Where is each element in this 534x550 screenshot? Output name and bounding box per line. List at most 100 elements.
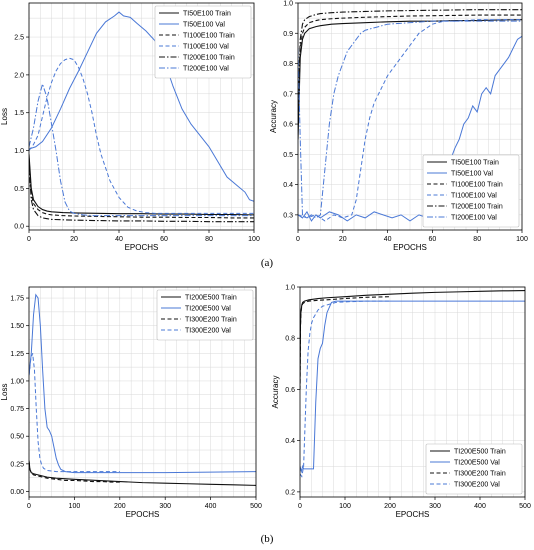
x-tick-label: 100 <box>516 236 528 243</box>
legend-entry-label: TI200E500 Val <box>185 306 231 313</box>
x-tick-label: 300 <box>159 503 171 510</box>
x-tick-label: 100 <box>339 503 351 510</box>
y-tick-label: 1.0 <box>14 148 24 155</box>
legend: TI50E100 Train TI50E100 Val TI100E100 Trai… <box>422 154 520 228</box>
caption-b: (b) <box>261 533 274 545</box>
legend-entry-label: TI200E500 Train <box>454 449 506 456</box>
series-line-ti100e100-val <box>29 57 254 214</box>
x-tick-label: 0 <box>298 503 302 510</box>
x-axis-label: EPOCHS <box>126 510 160 519</box>
legend-entry-label: TI300E200 Val <box>454 482 500 489</box>
legend-entry-label: TI200E100 Val <box>183 66 229 73</box>
y-axis-label: Loss <box>0 108 9 125</box>
y-tick-label: 0.5 <box>14 186 24 193</box>
legend-box <box>156 289 254 341</box>
series-line-ti200e100-val <box>29 82 254 217</box>
plot-frame <box>299 286 526 498</box>
series-line-ti300e200-val <box>300 300 390 478</box>
x-tick-label: 500 <box>250 503 262 510</box>
y-tick-label: 0.2 <box>285 489 295 496</box>
x-tick-label: 500 <box>519 503 531 510</box>
y-tick-label: 1.25 <box>10 351 24 358</box>
legend: TI200E500 Train TI200E500 Val TI300E200 Tr… <box>156 289 254 341</box>
x-tick-label: 40 <box>115 236 123 243</box>
x-tick-label: 20 <box>339 236 347 243</box>
series-line-ti300e200-train <box>300 296 391 390</box>
legend-entry-label: TI50E100 Val <box>451 171 493 178</box>
x-tick-label: 40 <box>384 236 392 243</box>
series-line-ti200e500-train <box>29 460 256 486</box>
series-line-ti200e100-train <box>29 165 254 223</box>
x-axis-label: EPOCHS <box>396 510 430 519</box>
legend-entry-label: TI200E500 Val <box>454 460 500 467</box>
y-axis-label: Accuracy <box>269 100 278 133</box>
series-line-ti100e100-train <box>298 14 522 125</box>
series-line-ti300e200-val <box>29 353 120 473</box>
legend: TI200E500 Train TI200E500 Val TI300E200 Tr… <box>425 443 523 495</box>
plot-frame <box>28 2 255 231</box>
x-tick-label: 0 <box>27 236 31 243</box>
legend-entry-label: TI50E100 Val <box>183 22 225 29</box>
y-tick-label: 0.4 <box>285 438 295 445</box>
y-tick-label: 1.0 <box>283 1 293 8</box>
plot-frame <box>28 286 257 498</box>
series-line-ti200e500-val <box>29 293 256 474</box>
legend-entry-label: TI200E100 Train <box>183 55 235 62</box>
y-tick-label: 0.25 <box>10 461 24 468</box>
chart-panel-top-right-accuracy: 0 20 40 60 80 100 0.3 0.4 0.5 0.6 0.7 0.8 0.9 1.0 EPOC… <box>269 1 528 253</box>
x-tick-label: 400 <box>474 503 486 510</box>
x-tick-label: 200 <box>384 503 396 510</box>
y-tick-label: 0.00 <box>10 489 24 496</box>
x-tick-label: 80 <box>473 236 481 243</box>
y-tick-label: 0.5 <box>283 152 293 159</box>
y-tick-label: 0.75 <box>10 406 24 413</box>
series-line-ti50e100-train <box>298 19 522 140</box>
y-tick-label: 1.00 <box>10 378 24 385</box>
series-line-ti50e100-val <box>29 11 254 202</box>
x-tick-label: 0 <box>27 503 31 510</box>
chart-panel-top-left-loss: 0 20 40 60 80 100 0.0 0.5 1.0 1.5 2.0 2.5 EPOCHS Loss… <box>0 2 260 252</box>
legend-entry-label: TI100E100 Val <box>451 193 497 200</box>
x-tick-label: 80 <box>205 236 213 243</box>
legend-entry-label: TI100E100 Train <box>183 33 235 40</box>
legend-entry-label: TI200E500 Train <box>185 295 237 302</box>
y-tick-label: 1.75 <box>10 296 24 303</box>
x-tick-label: 200 <box>114 503 126 510</box>
y-tick-label: 1.0 <box>285 285 295 292</box>
x-axis-label: EPOCHS <box>125 243 159 252</box>
legend-entry-label: TI300E200 Train <box>454 471 506 478</box>
legend-entry-label: TI100E100 Train <box>451 182 503 189</box>
x-tick-label: 100 <box>248 236 260 243</box>
y-axis-label: Loss <box>0 384 9 401</box>
series-line-ti300e200-train <box>29 461 120 483</box>
legend: TI50E100 Train TI50E100 Val TI100E100 Trai… <box>154 5 252 79</box>
legend-box <box>425 443 523 495</box>
y-tick-label: 0.3 <box>283 212 293 219</box>
y-tick-label: 1.50 <box>10 323 24 330</box>
series-line-ti100e100-train <box>29 158 254 219</box>
legend-entry-label: TI200E100 Val <box>451 215 497 222</box>
x-tick-label: 100 <box>69 503 81 510</box>
legend-entry-label: TI200E100 Train <box>451 204 503 211</box>
y-tick-label: 2.5 <box>14 35 24 42</box>
y-tick-label: 0.0 <box>14 224 24 231</box>
y-tick-label: 0.50 <box>10 434 24 441</box>
legend-entry-label: TI100E100 Val <box>183 44 229 51</box>
series-line-ti200e500-train <box>300 290 525 385</box>
x-tick-label: 400 <box>205 503 217 510</box>
x-tick-label: 60 <box>429 236 437 243</box>
legend-entry-label: TI50E100 Train <box>183 11 231 18</box>
caption-a: (a) <box>261 257 274 269</box>
y-tick-label: 0.8 <box>285 336 295 343</box>
y-tick-label: 0.7 <box>283 91 293 98</box>
legend-entry-label: TI50E100 Train <box>451 160 499 167</box>
series-line-ti200e100-val <box>298 20 522 219</box>
legend-entry-label: TI300E200 Val <box>185 328 231 335</box>
x-tick-label: 0 <box>296 236 300 243</box>
legend-entry-label: TI300E200 Train <box>185 317 237 324</box>
x-tick-label: 20 <box>70 236 78 243</box>
x-tick-label: 300 <box>429 503 441 510</box>
y-tick-label: 0.6 <box>285 387 295 394</box>
x-tick-label: 60 <box>160 236 168 243</box>
